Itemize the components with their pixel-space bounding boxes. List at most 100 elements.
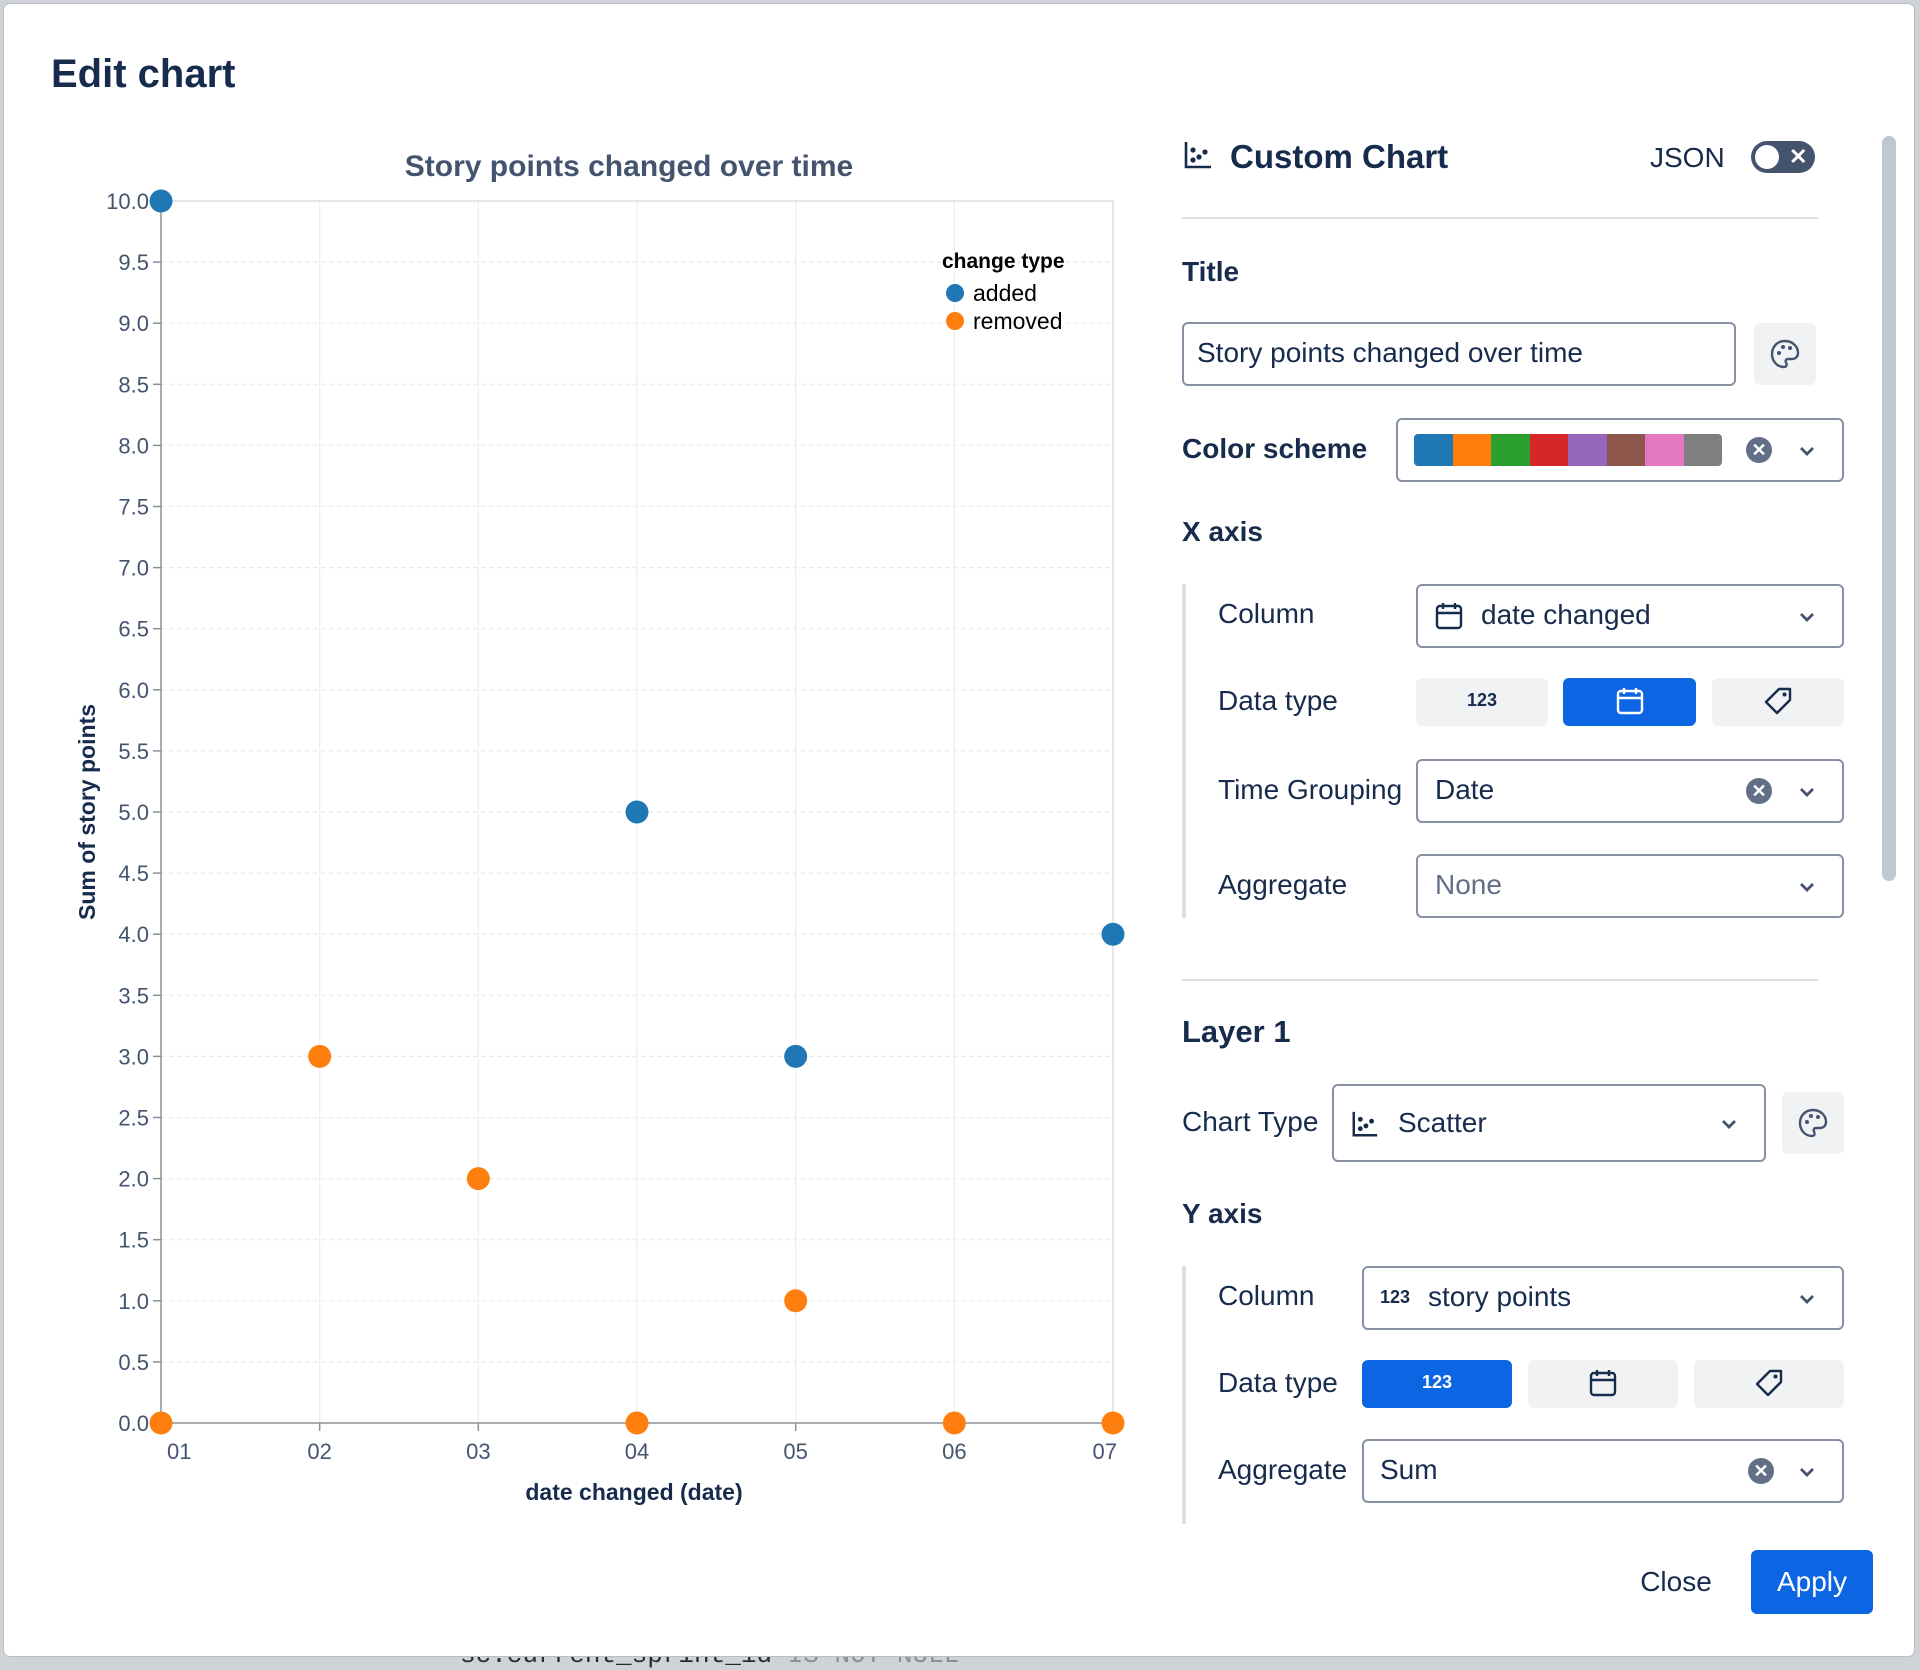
- data-point-removed: [625, 1411, 649, 1435]
- close-button[interactable]: Close: [1640, 1566, 1712, 1597]
- x-tick-label: 05: [783, 1439, 807, 1464]
- x-data-type-number[interactable]: 123: [1416, 678, 1548, 726]
- time-grouping-select[interactable]: Date ✕: [1416, 759, 1844, 823]
- data-point-removed: [466, 1167, 490, 1191]
- chart-title-input[interactable]: Story points changed over time: [1182, 322, 1736, 386]
- data-point-added: [1101, 922, 1125, 946]
- y-tick-label: 9.0: [118, 311, 149, 336]
- time-grouping-label: Time Grouping: [1218, 774, 1403, 805]
- y-axis-title: Sum of story points: [74, 704, 100, 920]
- y-tick-label: 5.5: [118, 739, 149, 764]
- color-scheme-swatches: [1414, 434, 1722, 466]
- x-tick-label: 02: [307, 1439, 331, 1464]
- data-point-removed: [784, 1289, 808, 1313]
- chart-type-value: Scatter: [1398, 1107, 1487, 1138]
- data-point-removed: [149, 1411, 173, 1435]
- y-data-type-category[interactable]: [1694, 1360, 1844, 1408]
- color-swatch: [1568, 434, 1607, 466]
- x-column-select[interactable]: date changed: [1416, 584, 1844, 648]
- color-scheme-select[interactable]: ✕: [1396, 418, 1844, 482]
- y-tick-label: 6.5: [118, 617, 149, 642]
- calendar-icon: [1435, 603, 1463, 630]
- y-aggregate-select[interactable]: Sum ✕: [1362, 1439, 1844, 1503]
- color-swatch: [1683, 434, 1722, 466]
- y-column-select[interactable]: 123 story points: [1362, 1266, 1844, 1330]
- scatter-chart-icon: [1184, 142, 1211, 169]
- x-axis-group-line: [1182, 584, 1186, 918]
- chevron-down-icon: [1800, 1295, 1814, 1304]
- palette-icon: [1770, 339, 1800, 369]
- color-swatch: [1529, 434, 1568, 466]
- scatter-chart: 0.0 0.5 1.0 1.5 2.0 2.5 3.0 3.5 4.0 4.5 5.0 5.5 6.0 6…: [74, 150, 1125, 1505]
- apply-button[interactable]: Apply: [1751, 1550, 1873, 1614]
- layer-style-button[interactable]: [1782, 1092, 1844, 1154]
- panel-scrollbar-thumb[interactable]: [1882, 136, 1896, 881]
- y-tick-label: 3.0: [118, 1044, 149, 1069]
- title-style-button[interactable]: [1754, 323, 1816, 385]
- y-tick-label: 7.0: [118, 556, 149, 581]
- edit-chart-dialog: Edit chart 0.0 0.5 1.0 1.5 2.0 2.5 3.0 3.5 4.0 4.…: [4, 4, 1914, 1656]
- y-tick-label: 2.5: [118, 1106, 149, 1131]
- number-type-label: 123: [1466, 690, 1498, 710]
- chart-type-select[interactable]: Scatter: [1332, 1084, 1766, 1162]
- json-toggle[interactable]: ✕: [1751, 141, 1815, 173]
- chart-title: Story points changed over time: [405, 150, 853, 183]
- chevron-down-icon: [1800, 883, 1814, 892]
- tag-icon: [1764, 687, 1792, 715]
- clear-icon[interactable]: ✕: [1746, 437, 1772, 463]
- y-tick-label: 2.0: [118, 1167, 149, 1192]
- panel-header: Custom Chart JSON ✕: [1178, 124, 1844, 214]
- x-data-type-date[interactable]: [1563, 678, 1696, 726]
- x-axis-title: date changed (date): [525, 1479, 742, 1505]
- chart-type-label: Chart Type: [1182, 1106, 1319, 1137]
- number-type-prefix: 123: [1380, 1287, 1411, 1307]
- y-tick-label: 6.0: [118, 678, 149, 703]
- y-tick-label: 0.0: [118, 1411, 149, 1436]
- y-data-type-label: Data type: [1218, 1367, 1338, 1398]
- calendar-icon: [1616, 688, 1644, 715]
- panel-title: Custom Chart: [1230, 138, 1449, 175]
- calendar-icon: [1589, 1370, 1617, 1397]
- chart-title-value: Story points changed over time: [1197, 337, 1583, 368]
- x-aggregate-select[interactable]: None: [1416, 854, 1844, 918]
- tag-icon: [1755, 1369, 1783, 1397]
- y-tick-label: 5.0: [118, 800, 149, 825]
- color-swatch: [1414, 434, 1453, 466]
- number-type-label: 123: [1421, 1372, 1453, 1392]
- y-tick-label: 3.5: [118, 983, 149, 1008]
- title-label: Title: [1182, 256, 1240, 287]
- x-tick-label: 04: [625, 1439, 649, 1464]
- layer-divider: [1182, 979, 1818, 981]
- y-data-type-date[interactable]: [1528, 1360, 1678, 1408]
- time-grouping-value: Date: [1435, 774, 1495, 805]
- data-point-added: [149, 189, 173, 213]
- x-tick-label: 01: [167, 1439, 191, 1464]
- x-data-type-category[interactable]: [1712, 678, 1844, 726]
- legend-symbol: [946, 312, 964, 330]
- y-tick-label: 7.5: [118, 495, 149, 520]
- x-aggregate-placeholder: None: [1435, 869, 1502, 900]
- chart-config-panel: Custom Chart JSON ✕ Title Story points c…: [1178, 124, 1844, 1524]
- y-data-type-number[interactable]: 123: [1362, 1360, 1512, 1408]
- chevron-down-icon: [1800, 447, 1814, 456]
- y-column-label: Column: [1218, 1280, 1315, 1311]
- data-point-added: [784, 1044, 808, 1068]
- close-icon: ✕: [1789, 144, 1808, 169]
- clear-icon[interactable]: ✕: [1748, 1458, 1774, 1484]
- x-column-label: Column: [1218, 598, 1315, 629]
- y-aggregate-label: Aggregate: [1218, 1454, 1348, 1485]
- y-tick-label: 9.5: [118, 250, 149, 275]
- x-tick-label: 03: [466, 1439, 490, 1464]
- y-tick-label: 4.0: [118, 922, 149, 947]
- y-tick-label: 1.5: [118, 1228, 149, 1253]
- layer-title: Layer 1: [1182, 1014, 1291, 1049]
- color-swatch: [1491, 434, 1530, 466]
- x-tick-label: 07: [1093, 1439, 1117, 1464]
- legend-symbol: [946, 284, 964, 302]
- x-axis-section-label: X axis: [1182, 516, 1263, 547]
- y-tick-label: 8.0: [118, 433, 149, 458]
- color-swatch: [1452, 434, 1491, 466]
- clear-icon[interactable]: ✕: [1746, 778, 1772, 804]
- palette-icon: [1798, 1108, 1828, 1138]
- json-toggle-label: JSON: [1650, 142, 1725, 173]
